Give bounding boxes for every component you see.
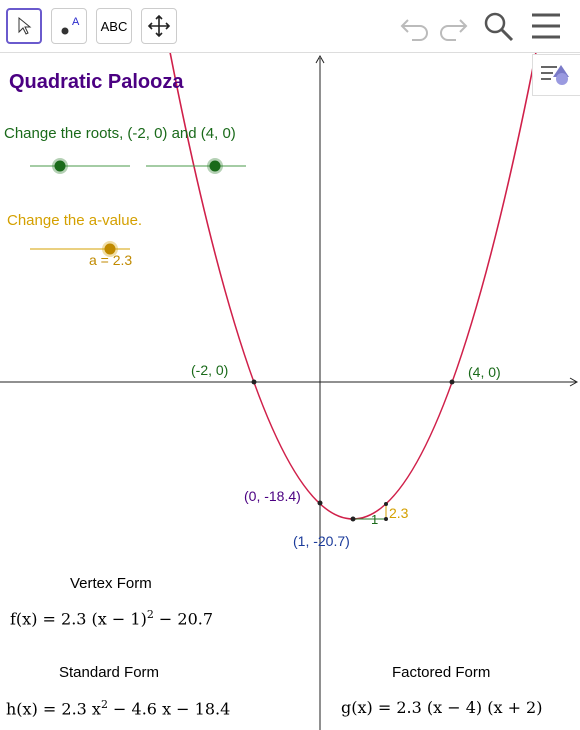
slope-point	[384, 517, 388, 521]
point-label: (1, -20.7)	[293, 533, 350, 549]
search-icon[interactable]	[482, 10, 516, 44]
move-view-tool[interactable]	[141, 8, 177, 44]
point-label: (0, -18.4)	[244, 488, 301, 504]
slope-run-label: 1	[371, 512, 379, 527]
root-point	[251, 379, 257, 385]
formula-text: f(x) = 2.3 (x − 1)	[10, 609, 147, 629]
point-icon: A	[61, 16, 80, 35]
form-heading: Vertex Form	[70, 575, 152, 592]
exponent: 2	[146, 608, 154, 621]
point-tool[interactable]: A	[51, 8, 87, 44]
a-label: a = 2.3	[89, 252, 133, 268]
formula-text: h(x) = 2.3 x	[6, 699, 101, 719]
move-icon	[147, 14, 171, 38]
intercept-point	[317, 500, 323, 506]
svg-text:A: A	[72, 16, 80, 28]
slider-handle[interactable]	[54, 160, 66, 172]
vertex-formula: f(x) = 2.3 (x − 1)2 − 20.7	[10, 608, 213, 628]
roots-caption: Change the roots, (-2, 0) and (4, 0)	[4, 125, 236, 142]
formula-text: − 4.6 x − 18.4	[107, 699, 231, 719]
formula-text: − 20.7	[153, 609, 214, 629]
a-caption: Change the a-value.	[7, 212, 143, 229]
slope-rise-label: 2.3	[389, 505, 409, 521]
style-bar-toggle[interactable]	[532, 54, 580, 96]
standard-formula: h(x) = 2.3 x2 − 4.6 x − 18.4	[6, 698, 230, 718]
move-tool[interactable]	[6, 8, 42, 44]
slider-handle[interactable]	[104, 243, 116, 255]
text-tool[interactable]: ABC	[96, 8, 132, 44]
style-icon	[541, 65, 569, 85]
form-heading: Standard Form	[59, 664, 160, 681]
menu-icon[interactable]	[530, 12, 562, 40]
title: Quadratic Palooza	[9, 71, 184, 93]
slider-handle[interactable]	[209, 160, 221, 172]
exponent: 2	[100, 698, 108, 711]
slope-triangle	[353, 504, 387, 520]
undo-redo[interactable]	[398, 12, 468, 42]
y-arrow	[315, 54, 325, 64]
parabola	[169, 53, 537, 520]
vertex-point	[350, 516, 356, 522]
x-arrow	[569, 377, 579, 387]
form-heading: Factored Form	[392, 664, 491, 681]
toolbar: A ABC	[0, 0, 580, 53]
slope-point	[384, 502, 388, 506]
point-label: (4, 0)	[468, 364, 501, 380]
point-label: (-2, 0)	[191, 362, 229, 378]
root-point	[449, 379, 455, 385]
factored-formula: g(x) = 2.3 (x − 4) (x + 2)	[341, 698, 543, 717]
cursor-icon	[18, 16, 32, 35]
